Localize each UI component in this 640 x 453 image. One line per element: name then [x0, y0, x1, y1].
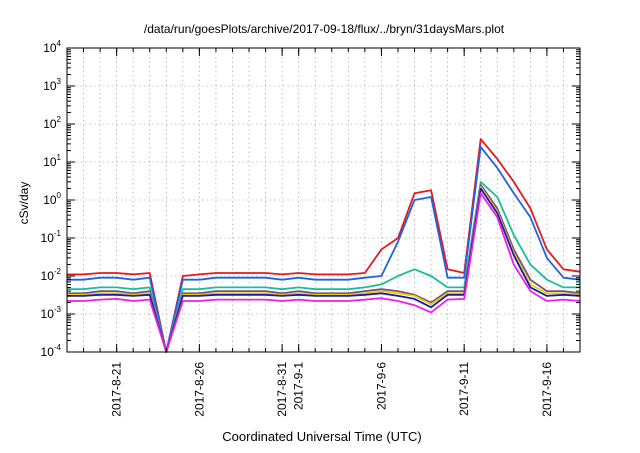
series-line-2	[67, 145, 581, 353]
x-axis-label: Coordinated Universal Time (UTC)	[222, 429, 421, 444]
y-axis-label: cSv/day	[17, 182, 31, 225]
series-line-6	[67, 187, 581, 353]
chart-title: /data/run/goesPlots/archive/2017-09-18/f…	[144, 22, 505, 36]
y-tick-label: 101	[43, 153, 61, 169]
y-tick-label: 10-2	[41, 267, 62, 283]
axes: 10-4 10-3 10-2 10-1 100 101 102 103 104 2017-8-21…	[41, 39, 581, 417]
x-tick-label: 2017-8-26	[192, 362, 206, 417]
y-tick-label: 10-4	[41, 343, 62, 359]
series-line-1	[67, 138, 581, 353]
x-tick-label: 2017-8-31	[275, 362, 289, 417]
x-tick-label: 2017-9-1	[292, 362, 306, 410]
x-tick-label: 2017-9-16	[540, 362, 554, 417]
x-tick-label: 2017-8-21	[110, 362, 124, 417]
y-tick-label: 103	[43, 77, 61, 93]
grid	[67, 48, 580, 352]
y-tick-label: 10-1	[41, 229, 62, 245]
y-tick-label: 104	[43, 39, 61, 55]
series-group	[67, 138, 581, 353]
x-tick-label: 2017-9-11	[457, 362, 471, 416]
y-tick-label: 10-3	[41, 305, 62, 321]
y-tick-label: 102	[43, 115, 61, 131]
x-tick-label: 2017-9-6	[374, 362, 388, 410]
series-line-3	[67, 180, 580, 353]
series-line-7	[67, 192, 581, 353]
y-tick-label: 100	[43, 191, 61, 207]
